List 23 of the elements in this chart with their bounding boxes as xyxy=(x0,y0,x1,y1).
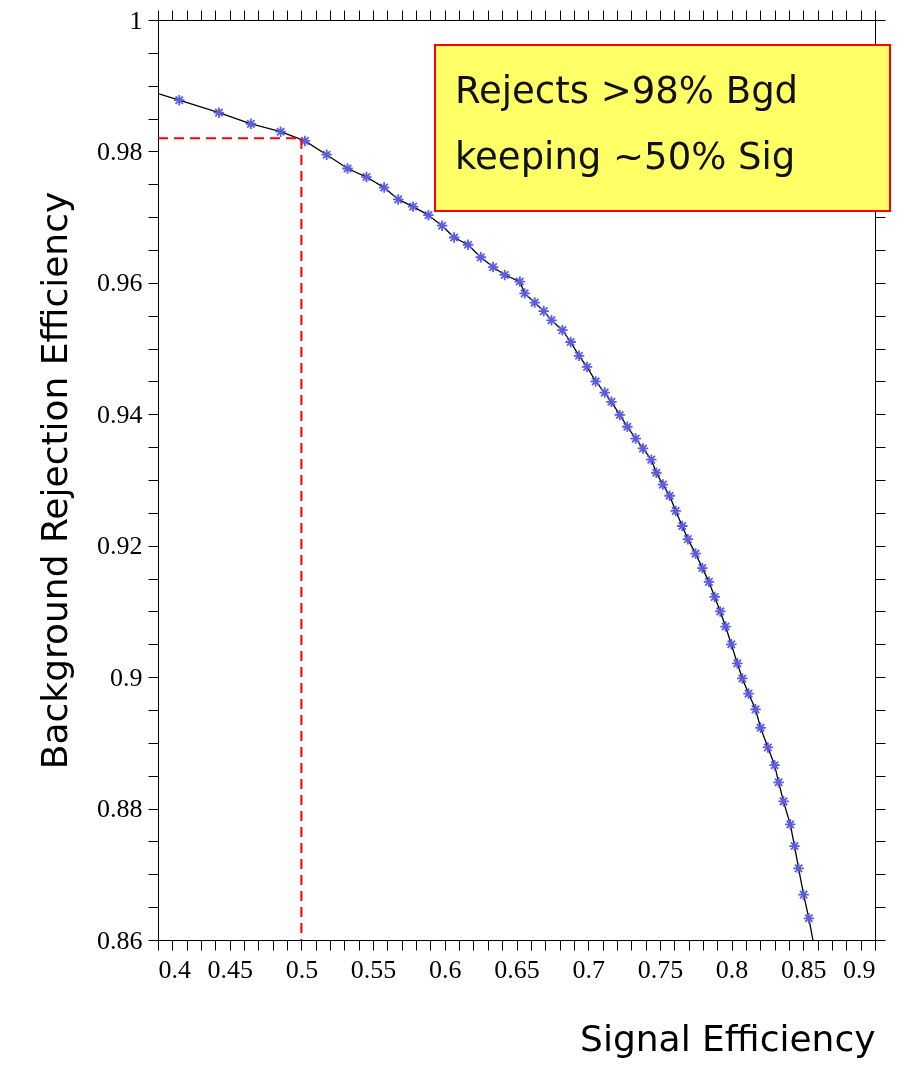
x-tick-label: 0.85 xyxy=(781,954,827,984)
x-tick-label: 0.8 xyxy=(715,954,749,984)
x-tick-label: 0.9 xyxy=(843,954,876,984)
annotation: Rejects >98% Bgd xyxy=(455,69,799,112)
x-tick-label: 0.5 xyxy=(285,954,319,984)
y-tick-label: 1 xyxy=(129,5,143,35)
y-tick-label: 0.96 xyxy=(97,268,143,298)
x-axis-title: Signal Efficiency xyxy=(580,1017,876,1059)
x-tick-label: 0.65 xyxy=(494,954,540,984)
x-tick-label: 0.4 xyxy=(158,954,191,984)
x-tick-label: 0.75 xyxy=(637,954,684,984)
y-tick-label: 0.98 xyxy=(97,136,143,166)
y-tick-label: 0.92 xyxy=(97,531,143,561)
y-axis-title: Background Rejection Efficiency xyxy=(34,191,75,770)
annotation: keeping ~50% Sig xyxy=(455,135,796,178)
x-tick-label: 0.45 xyxy=(207,954,253,984)
y-tick-label: 0.88 xyxy=(97,794,143,824)
y-tick-label: 0.94 xyxy=(97,399,143,429)
x-tick-label: 0.55 xyxy=(350,954,397,984)
x-tick-label: 0.6 xyxy=(429,954,462,984)
y-tick-label: 0.9 xyxy=(110,662,143,692)
y-tick-label: 0.86 xyxy=(97,925,143,955)
x-tick-label: 0.7 xyxy=(572,954,605,984)
